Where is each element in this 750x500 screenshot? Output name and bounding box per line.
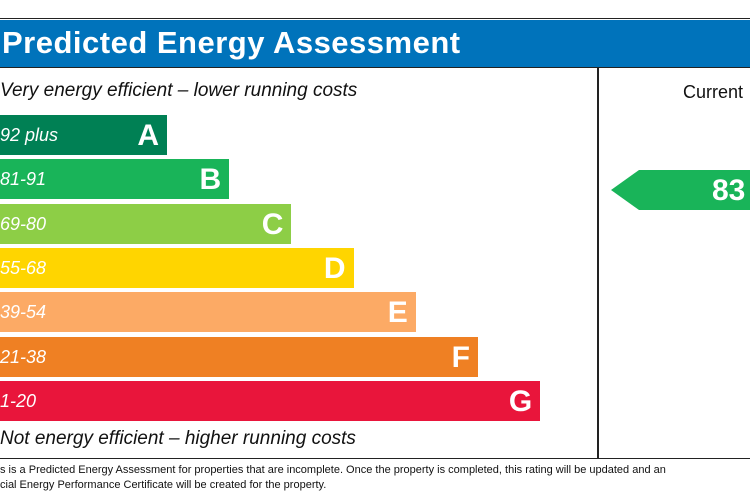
current-column-header: Current — [683, 82, 744, 102]
efficient-caption: Very energy efficient – lower running co… — [0, 80, 358, 101]
rating-bar-range: 1-20 — [0, 390, 37, 411]
rating-bar-letter: B — [199, 163, 222, 197]
rating-bar-b: 81-91 B — [0, 159, 230, 200]
current-rating-arrow-shape — [611, 170, 750, 210]
rating-bar-c: 69-80 C — [0, 203, 292, 244]
rating-bar-range: 81-91 — [0, 169, 47, 190]
rating-bar-letter: C — [261, 207, 284, 241]
rating-bar-letter: D — [323, 251, 346, 285]
rating-bar-f: 21-38 F — [0, 336, 478, 377]
rating-bar-range: 21-38 — [0, 346, 47, 367]
current-rating-arrow: 83 — [611, 170, 750, 210]
footnote-line-2: cial Energy Performance Certificate will… — [0, 479, 327, 491]
rating-bar-range: 55-68 — [0, 257, 47, 278]
rating-bar-d: 55-68 D — [0, 247, 354, 288]
rating-bar-letter: G — [508, 384, 533, 418]
page-title: Predicted Energy Assessment — [2, 25, 461, 60]
inefficient-caption: Not energy efficient – higher running co… — [0, 428, 356, 449]
rating-bar-letter: F — [451, 340, 470, 374]
rating-bar-range: 69-80 — [0, 213, 47, 234]
current-rating-value: 83 — [712, 174, 746, 207]
footnote: s is a Predicted Energy Assessment for p… — [0, 463, 750, 493]
rating-bar-range: 39-54 — [0, 302, 47, 323]
rating-bar-e: 39-54 E — [0, 292, 416, 333]
column-divider — [597, 68, 599, 459]
rating-bars: 92 plus A 81-91 B 69-80 C 55-68 D 39-54 E 21-38 F 1-… — [0, 115, 541, 421]
rating-bar-letter: E — [387, 296, 408, 330]
footnote-line-1: s is a Predicted Energy Assessment for p… — [0, 464, 666, 476]
rating-bar-letter: A — [137, 119, 159, 152]
rating-bar-range: 92 plus — [0, 125, 59, 145]
header-bar: Predicted Energy Assessment — [0, 20, 750, 68]
rating-bar-g: 1-20 G — [0, 380, 541, 421]
rating-bar-a: 92 plus A — [0, 115, 167, 155]
certificate-frame — [0, 18, 750, 459]
